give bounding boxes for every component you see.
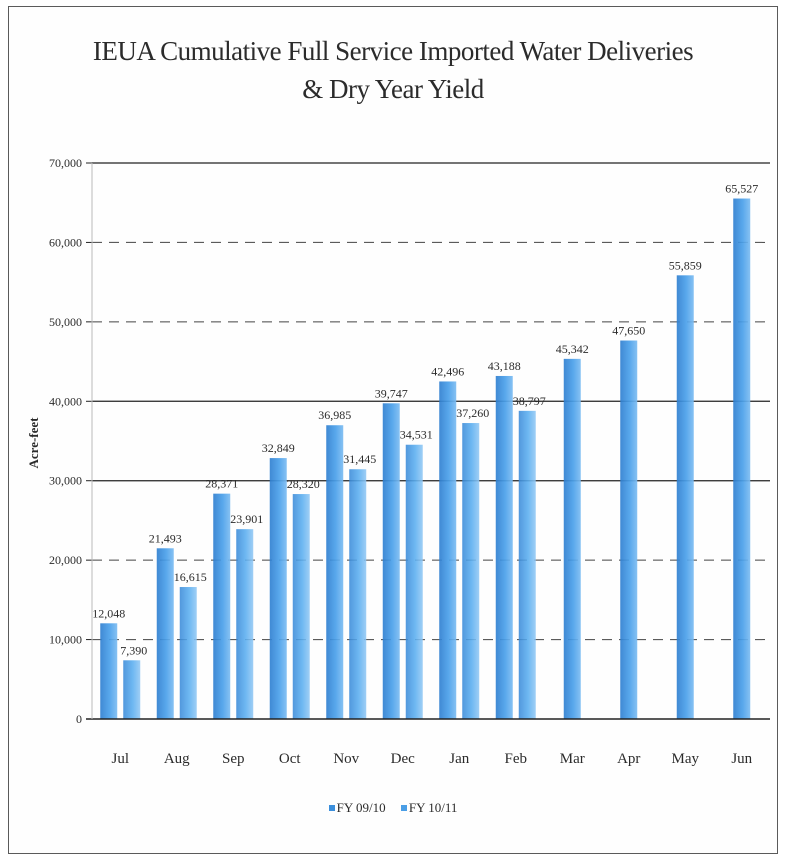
- legend-label-fy0910: FY 09/10: [336, 800, 386, 815]
- data-label-fy0910-dec: 39,747: [375, 386, 408, 400]
- bar-fy0910-aug: [156, 548, 174, 719]
- bar-fy0910-jun: [733, 198, 751, 720]
- x-tick-label-mar: Mar: [560, 751, 585, 767]
- data-label-fy1011-jul: 7,390: [120, 643, 147, 657]
- data-label-fy1011-feb: 38,797: [513, 394, 546, 408]
- x-tick-label-apr: Apr: [617, 751, 640, 767]
- data-label-fy1011-nov: 31,445: [343, 452, 376, 466]
- bar-fy1011-aug: [179, 587, 197, 719]
- legend-swatch-fy1011: [400, 805, 407, 811]
- data-label-fy1011-oct: 28,320: [287, 477, 320, 491]
- bar-fy1011-dec: [405, 444, 423, 719]
- bar-fy1011-feb: [518, 410, 536, 719]
- x-tick-label-aug: Aug: [164, 751, 190, 767]
- data-label-fy1011-jan: 37,260: [456, 406, 489, 420]
- x-tick-label-nov: Nov: [333, 751, 359, 767]
- x-tick-label-jul: Jul: [111, 751, 129, 767]
- legend-item-fy1011: FY 10/11: [400, 800, 458, 816]
- data-label-fy0910-oct: 32,849: [262, 441, 295, 455]
- chart-title-line2: & Dry Year Yield: [302, 74, 484, 104]
- x-tick-label-jun: Jun: [731, 751, 752, 767]
- data-label-fy0910-feb: 43,188: [488, 359, 521, 373]
- data-label-fy0910-may: 55,859: [669, 258, 702, 272]
- bar-fy0910-nov: [326, 425, 344, 719]
- x-tick-label-dec: Dec: [391, 751, 415, 767]
- legend-label-fy1011: FY 10/11: [408, 800, 458, 815]
- y-tick-label: 10,000: [49, 633, 82, 647]
- bar-fy0910-dec: [382, 403, 400, 719]
- data-label-fy0910-nov: 36,985: [318, 408, 351, 422]
- x-tick-label-oct: Oct: [279, 751, 301, 767]
- bar-fy1011-jul: [123, 660, 141, 719]
- y-tick-label: 40,000: [49, 394, 82, 408]
- y-tick-label: 30,000: [49, 474, 82, 488]
- legend-item-fy0910: FY 09/10: [328, 800, 386, 816]
- data-label-fy0910-aug: 21,493: [149, 531, 182, 545]
- data-label-fy0910-sep: 28,371: [205, 477, 238, 491]
- x-tick-label-sep: Sep: [222, 751, 245, 767]
- data-label-fy0910-apr: 47,650: [612, 324, 645, 338]
- y-axis-label: Acre-feet: [26, 417, 41, 469]
- chart-title-line1: IEUA Cumulative Full Service Imported Wa…: [92, 36, 694, 66]
- y-tick-label: 50,000: [49, 315, 82, 329]
- data-label-fy0910-jul: 12,048: [92, 606, 125, 620]
- x-tick-label-may: May: [672, 751, 700, 767]
- y-tick-label: 60,000: [49, 235, 82, 249]
- y-tick-label: 70,000: [49, 156, 82, 170]
- data-label-fy1011-dec: 34,531: [400, 428, 433, 442]
- legend-swatch-fy0910: [328, 805, 335, 811]
- data-label-fy1011-sep: 23,901: [230, 512, 263, 526]
- bar-fy1011-jan: [462, 423, 480, 719]
- bar-fy0910-jan: [439, 381, 457, 719]
- bar-fy0910-mar: [563, 358, 581, 719]
- data-label-fy0910-jun: 65,527: [725, 182, 758, 196]
- y-tick-label: 0: [76, 712, 82, 726]
- data-label-fy1011-aug: 16,615: [174, 570, 207, 584]
- data-label-fy0910-mar: 45,342: [556, 342, 589, 356]
- bar-fy1011-sep: [236, 529, 254, 719]
- data-label-fy0910-jan: 42,496: [431, 364, 464, 378]
- bar-fy0910-apr: [620, 340, 638, 719]
- bar-fy0910-sep: [213, 493, 231, 719]
- chart-legend: FY 09/10 FY 10/11: [0, 800, 786, 816]
- bar-fy0910-feb: [495, 375, 513, 719]
- y-tick-label: 20,000: [49, 553, 82, 567]
- bar-fy0910-may: [676, 275, 694, 719]
- bar-fy0910-oct: [269, 458, 287, 719]
- bar-fy1011-nov: [349, 469, 367, 719]
- bar-fy1011-oct: [292, 494, 310, 719]
- x-tick-label-jan: Jan: [449, 751, 469, 767]
- x-tick-label-feb: Feb: [505, 751, 528, 767]
- bar-fy0910-jul: [100, 623, 118, 719]
